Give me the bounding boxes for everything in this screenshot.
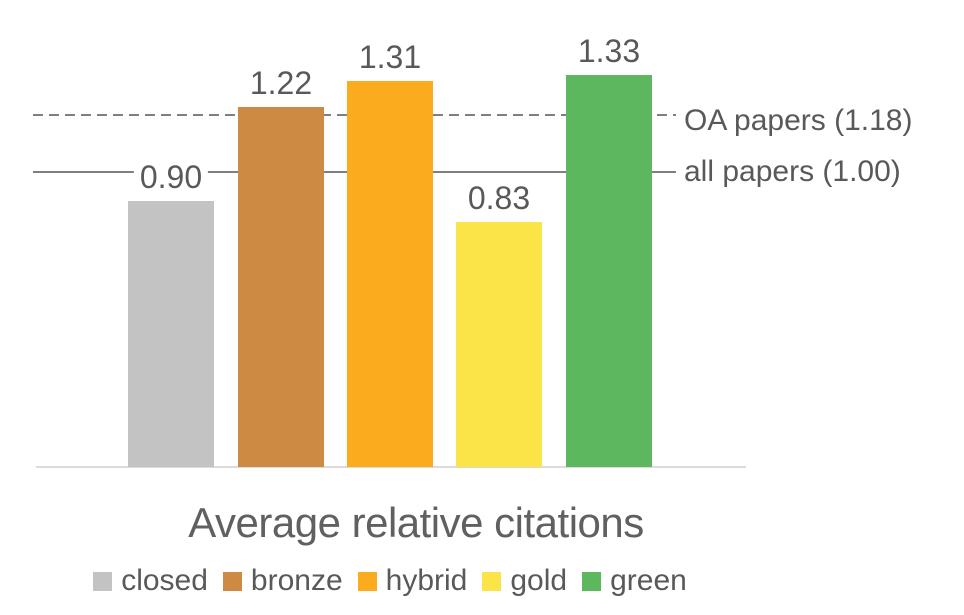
legend: closed bronze hybrid gold green [0,560,780,602]
legend-item-closed: closed [93,564,208,598]
bar-green [566,75,652,467]
legend-item-gold: gold [482,564,567,598]
legend-label: hybrid [385,564,468,597]
bar-gold [456,222,542,467]
chart-title: Average relative citations [188,499,644,546]
bar-value-label-green: 1.33 [571,33,647,69]
bar-value-label-hybrid: 1.31 [352,39,428,75]
reference-line-label: OA papers (1.18) [684,104,913,137]
legend-item-bronze: bronze [222,564,343,598]
legend-swatch-icon [222,571,242,591]
bar-value-label-bronze: 1.22 [243,65,319,101]
bar-closed [128,201,214,467]
bar-hybrid [347,81,433,467]
legend-label: bronze [250,564,343,597]
legend-swatch-icon [357,571,377,591]
reference-line-label: all papers (1.00) [684,155,901,188]
legend-label: green [610,564,687,597]
legend-item-hybrid: hybrid [357,564,468,598]
legend-label: gold [510,564,568,597]
legend-swatch-icon [93,571,113,591]
x-axis-line [36,466,746,468]
bar-bronze [238,107,324,467]
legend-swatch-icon [582,571,602,591]
legend-item-green: green [582,564,687,598]
legend-swatch-icon [482,571,502,591]
bar-value-label-gold: 0.83 [461,180,537,216]
legend-label: closed [121,564,208,597]
bar-value-label-closed: 0.90 [133,159,209,195]
